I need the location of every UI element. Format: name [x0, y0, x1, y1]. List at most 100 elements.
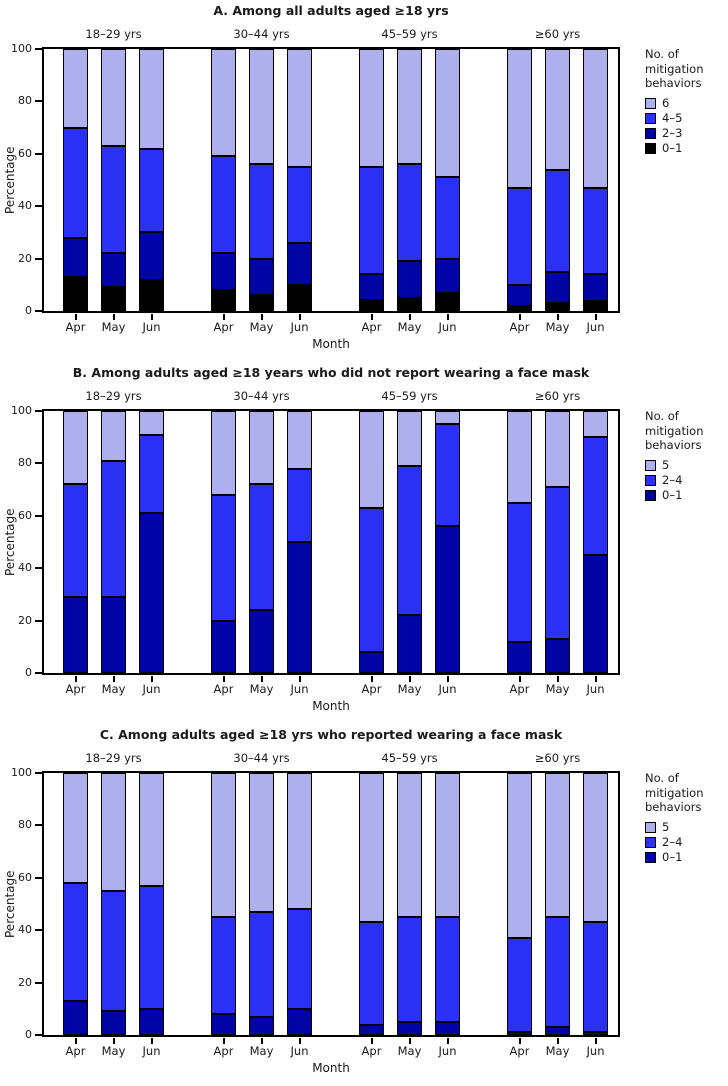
bar-segment-0-1 — [63, 597, 88, 673]
bar-segment-2-4 — [507, 938, 532, 1033]
x-tick-mark — [298, 676, 301, 682]
bar-30-44-yrs-apr — [211, 411, 236, 673]
bar-segment-2-3 — [101, 253, 126, 288]
x-tick-mark — [556, 1038, 559, 1044]
y-tick-label: 80 — [18, 456, 32, 470]
x-tick-mark — [74, 1038, 77, 1044]
bar-segment-2-4 — [583, 922, 608, 1033]
bar-30-44-yrs-apr — [211, 49, 236, 311]
bar-segment-0-1 — [545, 638, 570, 673]
panel-a-legend: No. of mitigation behaviors 6 4–5 2–3 0–1 — [645, 47, 728, 157]
bar-segment-2-3 — [507, 284, 532, 306]
y-tick-label: 60 — [18, 146, 32, 160]
bar-segment-5 — [63, 773, 88, 884]
y-tick-mark — [35, 514, 42, 517]
bar-60-yrs-jun — [583, 49, 608, 311]
x-tick-mark — [74, 676, 77, 682]
legend-swatch-icon — [645, 459, 656, 471]
x-tick-mark — [594, 1038, 597, 1044]
bar-45-59-yrs-may — [397, 411, 422, 673]
bar-segment-0-1 — [249, 1016, 274, 1035]
bar-segment-0-1 — [507, 1032, 532, 1035]
panel-b: B. Among adults aged ≥18 years who did n… — [0, 362, 728, 724]
bar-segment-0-1 — [583, 300, 608, 311]
month-tick-label-jun: Jun — [290, 320, 309, 334]
bar-30-44-yrs-may — [249, 411, 274, 673]
y-tick-mark — [35, 672, 42, 674]
bar-segment-2-4 — [63, 484, 88, 598]
bar-30-44-yrs-jun — [287, 411, 312, 673]
legend-swatch-icon — [645, 127, 656, 139]
bar-segment-2-4 — [211, 494, 236, 621]
panel-b-title: B. Among adults aged ≥18 years who did n… — [72, 365, 590, 380]
bar-segment-5 — [287, 773, 312, 910]
bar-18-29-yrs-apr — [63, 49, 88, 311]
bar-segment-6 — [507, 49, 532, 188]
y-tick-label: 40 — [18, 561, 32, 575]
bar-segment-5 — [507, 411, 532, 503]
legend-item-label: 0–1 — [662, 488, 683, 503]
bar-60-yrs-apr — [507, 49, 532, 311]
bar-segment-2-3 — [287, 242, 312, 285]
bar-segment-5 — [139, 411, 164, 435]
bar-segment-0-1 — [63, 1000, 88, 1035]
legend-item-2-3: 2–3 — [645, 127, 728, 139]
bar-segment-2-4 — [359, 922, 384, 1025]
bar-segment-0-1 — [435, 1021, 460, 1035]
bar-segment-0-1 — [211, 1014, 236, 1035]
month-tick-label-jun: Jun — [142, 320, 161, 334]
bar-segment-0-1 — [287, 1008, 312, 1035]
panel-b-x-axis-title: Month — [312, 699, 350, 713]
month-tick-label-may: May — [249, 682, 274, 696]
bar-segment-2-4 — [545, 486, 570, 639]
bar-60-yrs-jun — [583, 411, 608, 673]
x-tick-mark — [408, 314, 411, 320]
legend-swatch-icon — [645, 142, 656, 154]
bar-segment-4-5 — [435, 177, 460, 259]
month-tick-label-jun: Jun — [142, 682, 161, 696]
bar-segment-0-1 — [397, 1021, 422, 1035]
bar-segment-0-1 — [249, 610, 274, 673]
bar-30-44-yrs-apr — [211, 773, 236, 1035]
bar-segment-6 — [397, 49, 422, 165]
bar-segment-0-1 — [139, 279, 164, 311]
legend-item-4-5: 4–5 — [645, 112, 728, 124]
bar-segment-2-4 — [63, 883, 88, 1001]
bar-segment-2-3 — [545, 271, 570, 304]
y-tick-mark — [35, 410, 42, 412]
bar-segment-2-3 — [139, 232, 164, 280]
legend-item-5: 5 — [645, 821, 728, 833]
y-tick-label: 0 — [25, 1028, 32, 1041]
bar-18-29-yrs-may — [101, 411, 126, 673]
bar-segment-5 — [507, 773, 532, 939]
y-tick-mark — [35, 1034, 42, 1036]
panel-c-x-axis-title: Month — [312, 1061, 350, 1075]
month-tick-label-apr: Apr — [361, 1044, 382, 1058]
bar-segment-0-1 — [139, 1008, 164, 1035]
bar-60-yrs-may — [545, 773, 570, 1035]
bar-segment-4-5 — [287, 166, 312, 243]
bar-segment-4-5 — [397, 164, 422, 262]
bar-segment-2-4 — [249, 911, 274, 1017]
x-tick-mark — [150, 676, 153, 682]
bar-segment-6 — [211, 49, 236, 157]
bar-segment-2-4 — [139, 434, 164, 514]
bar-segment-2-4 — [101, 890, 126, 1012]
y-tick-mark — [35, 205, 42, 208]
bar-segment-5 — [545, 411, 570, 487]
x-tick-mark — [112, 314, 115, 320]
bar-45-59-yrs-apr — [359, 49, 384, 311]
bar-segment-4-5 — [101, 145, 126, 254]
month-tick-label-jun: Jun — [142, 1044, 161, 1058]
legend-item-0-1: 0–1 — [645, 142, 728, 154]
bar-segment-5 — [359, 411, 384, 508]
legend-title: No. of mitigation behaviors — [645, 409, 704, 453]
bar-segment-5 — [249, 773, 274, 912]
bar-segment-0-1 — [211, 620, 236, 673]
legend-swatch-icon — [645, 489, 656, 501]
bar-45-59-yrs-jun — [435, 49, 460, 311]
month-tick-label-may: May — [397, 320, 422, 334]
bar-segment-0-1 — [287, 541, 312, 673]
bar-60-yrs-may — [545, 411, 570, 673]
bar-60-yrs-jun — [583, 773, 608, 1035]
